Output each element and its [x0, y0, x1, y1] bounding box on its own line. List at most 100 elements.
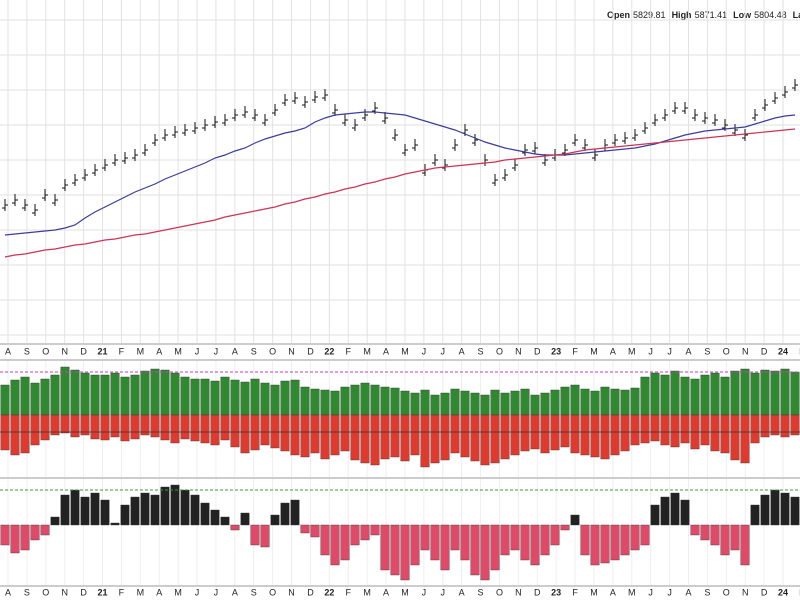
bar — [540, 414, 550, 454]
bar — [0, 384, 10, 416]
x-tick-label: N — [742, 346, 749, 356]
bar — [660, 374, 670, 416]
bar — [480, 524, 490, 581]
x-tick-label: J — [648, 346, 653, 356]
price-bar — [622, 132, 628, 144]
x-tick-label: S — [704, 346, 710, 356]
bar — [260, 524, 270, 548]
bar — [140, 414, 150, 436]
bar — [700, 414, 710, 446]
bar — [170, 484, 180, 526]
bar — [120, 376, 130, 416]
price-bar — [472, 134, 478, 146]
x-tick-label: J — [441, 346, 446, 356]
price-bar — [182, 124, 188, 136]
bar — [690, 524, 700, 536]
price-bar — [32, 204, 38, 216]
bar — [610, 524, 620, 561]
bar — [700, 374, 710, 416]
price-bar — [82, 169, 88, 181]
bar — [440, 392, 450, 416]
price-bar — [22, 199, 28, 211]
x-tick-label: 24 — [778, 587, 788, 597]
bar — [590, 524, 600, 566]
bar — [310, 524, 320, 538]
x-tick-label: J — [214, 346, 219, 356]
bar — [440, 524, 450, 571]
price-bar — [122, 152, 128, 164]
bar — [370, 524, 380, 536]
bar — [330, 414, 340, 456]
bar — [240, 512, 250, 526]
bar — [680, 414, 690, 444]
bar — [410, 524, 420, 566]
bar — [390, 387, 400, 416]
bar — [230, 414, 240, 448]
x-tick-label: J — [214, 587, 219, 597]
x-tick-label: F — [119, 587, 125, 597]
price-bar — [672, 102, 678, 114]
price-bar — [612, 134, 618, 146]
bar — [40, 524, 50, 536]
bar — [420, 524, 430, 551]
x-tick-label: F — [572, 587, 578, 597]
bar — [90, 374, 100, 416]
bar — [520, 524, 530, 561]
x-tick-label: F — [572, 346, 578, 356]
x-tick-label: M — [174, 587, 182, 597]
bar — [50, 374, 60, 416]
x-tick-label: N — [742, 587, 749, 597]
bar — [10, 379, 20, 416]
bar — [20, 376, 30, 416]
x-tick-label: 22 — [324, 587, 334, 597]
x-tick-label: M — [137, 346, 145, 356]
bar — [640, 376, 650, 416]
x-tick-label: S — [704, 587, 710, 597]
x-tick-label: J — [195, 587, 200, 597]
bar — [190, 414, 200, 442]
x-tick-label: O — [496, 587, 503, 597]
bar — [410, 414, 420, 456]
bar — [240, 414, 250, 454]
bar — [400, 390, 410, 416]
bar — [720, 376, 730, 416]
bar — [500, 392, 510, 416]
x-tick-label: A — [5, 346, 11, 356]
x-tick-label: M — [363, 587, 371, 597]
x-tick-label: A — [232, 587, 238, 597]
bar — [220, 414, 230, 441]
bar — [460, 414, 470, 458]
bar — [370, 384, 380, 416]
bar — [330, 390, 340, 416]
price-bar — [772, 92, 778, 104]
bar — [500, 524, 510, 556]
price-bar — [312, 91, 318, 103]
x-tick-label: J — [667, 587, 672, 597]
price-bar — [262, 114, 268, 126]
bar — [400, 414, 410, 462]
bar — [430, 414, 440, 464]
bar — [620, 389, 630, 416]
bar — [740, 368, 750, 416]
header-label: Open — [607, 10, 630, 20]
bar — [100, 374, 110, 416]
price-bar — [752, 109, 758, 121]
bar — [300, 386, 310, 416]
x-tick-label: A — [685, 587, 691, 597]
price-bar — [342, 114, 348, 126]
x-tick-label: J — [422, 346, 427, 356]
x-tick-label: M — [363, 346, 371, 356]
bar — [100, 499, 110, 526]
x-tick-label: F — [119, 346, 125, 356]
bar — [790, 496, 800, 526]
bar — [250, 414, 260, 451]
bar — [730, 370, 740, 416]
bar — [490, 524, 500, 571]
x-tick-label: S — [24, 587, 30, 597]
bar — [600, 524, 610, 564]
bar — [220, 376, 230, 416]
x-tick-label: J — [441, 587, 446, 597]
bar — [550, 389, 560, 416]
bar — [790, 414, 800, 436]
x-tick-label: O — [723, 587, 730, 597]
